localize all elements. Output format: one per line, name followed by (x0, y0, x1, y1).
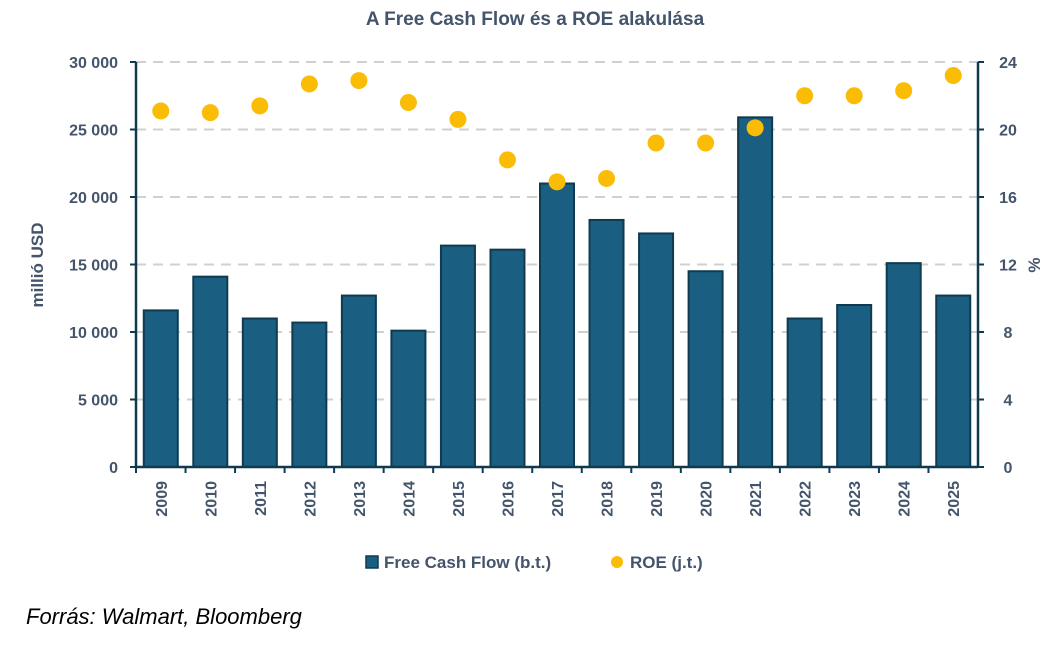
dot-roe-2023 (845, 87, 863, 105)
x-tick-label: 2013 (352, 481, 369, 517)
x-tick-label: 2015 (451, 481, 468, 517)
y2-tick-label: 4 (1004, 393, 1013, 410)
y2-tick-label: 0 (1004, 460, 1013, 477)
bar-fcf-2019 (638, 232, 675, 468)
y2-axis-label: % (1025, 257, 1044, 272)
x-tick-label: 2010 (203, 481, 220, 517)
x-tick-label: 2011 (253, 481, 270, 516)
bar-fcf-2021 (737, 116, 774, 468)
x-tick-label: 2022 (798, 481, 815, 517)
y-tick-label: 20 000 (69, 190, 118, 207)
y2-tick-label: 12 (999, 258, 1017, 275)
legend-roe-label: ROE (j.t.) (630, 553, 703, 572)
y2-tick-label: 8 (1004, 325, 1013, 342)
source-note: Forrás: Walmart, Bloomberg (26, 604, 302, 629)
x-tick-label: 2025 (946, 481, 963, 517)
x-tick-label: 2019 (649, 481, 666, 517)
dot-roe-2020 (697, 134, 715, 152)
bar-fcf-2017 (539, 182, 575, 468)
chart-title: A Free Cash Flow és a ROE alakulása (366, 9, 705, 30)
x-tick-label: 2024 (897, 481, 914, 517)
y-tick-label: 10 000 (69, 325, 118, 342)
y-tick-label: 5 000 (78, 393, 118, 410)
dot-roe-2014 (399, 94, 417, 111)
bar-fcf-2022 (786, 317, 823, 468)
y-tick-label: 15 000 (69, 258, 118, 275)
bar-fcf-2013 (340, 294, 377, 468)
bar-fcf-2020 (687, 270, 724, 468)
dot-roe-2017 (548, 173, 566, 191)
x-tick-label: 2021 (748, 481, 765, 517)
y-tick-label: 30 000 (69, 55, 118, 72)
dot-roe-2025 (944, 67, 962, 84)
y2-tick-label: 20 (999, 123, 1017, 140)
bar-fcf-2024 (885, 262, 922, 468)
dot-roe-2009 (152, 102, 170, 120)
bar-fcf-2009 (142, 309, 179, 468)
dot-roe-2013 (350, 72, 368, 90)
dot-roe-2024 (895, 82, 913, 100)
dot-roe-2016 (498, 151, 516, 169)
dot-roe-2022 (796, 87, 814, 105)
bar-fcf-2023 (836, 304, 873, 468)
bar-fcf-2011 (241, 317, 278, 468)
y-tick-label: 25 000 (69, 123, 118, 140)
chart: A Free Cash Flow és a ROE alakulása mill… (28, 9, 1044, 572)
legend-roe-swatch (611, 556, 623, 568)
dot-roe-2019 (647, 134, 665, 152)
x-tick-label: 2020 (699, 481, 716, 517)
x-tick-label: 2016 (500, 481, 517, 517)
x-tick-label: 2014 (401, 481, 418, 517)
legend-fcf-swatch (365, 555, 379, 569)
x-tick-label: 2009 (154, 481, 171, 517)
dot-roe-2015 (449, 110, 467, 128)
bar-fcf-2018 (588, 218, 625, 468)
legend-fcf-label: Free Cash Flow (b.t.) (384, 553, 551, 572)
dot-roe-2012 (300, 75, 318, 93)
bar-fcf-2014 (390, 329, 427, 468)
dot-roe-2010 (201, 104, 219, 122)
dot-roe-2018 (598, 169, 616, 187)
y2-tick-label: 16 (999, 190, 1017, 207)
y-tick-label: 0 (109, 460, 118, 477)
dot-roe-2011 (251, 97, 269, 115)
x-tick-label: 2017 (550, 481, 567, 517)
bar-fcf-2012 (291, 321, 328, 468)
y-axis-label: millió USD (28, 222, 47, 307)
bar-fcf-2016 (489, 248, 526, 468)
x-tick-label: 2018 (600, 481, 617, 517)
y2-tick-label: 24 (999, 55, 1017, 72)
dot-roe-2021 (746, 119, 764, 137)
x-tick-label: 2023 (847, 481, 864, 517)
bar-fcf-2025 (935, 294, 972, 468)
bar-fcf-2010 (192, 275, 229, 468)
x-tick-label: 2012 (302, 481, 319, 517)
bar-fcf-2015 (439, 244, 476, 468)
